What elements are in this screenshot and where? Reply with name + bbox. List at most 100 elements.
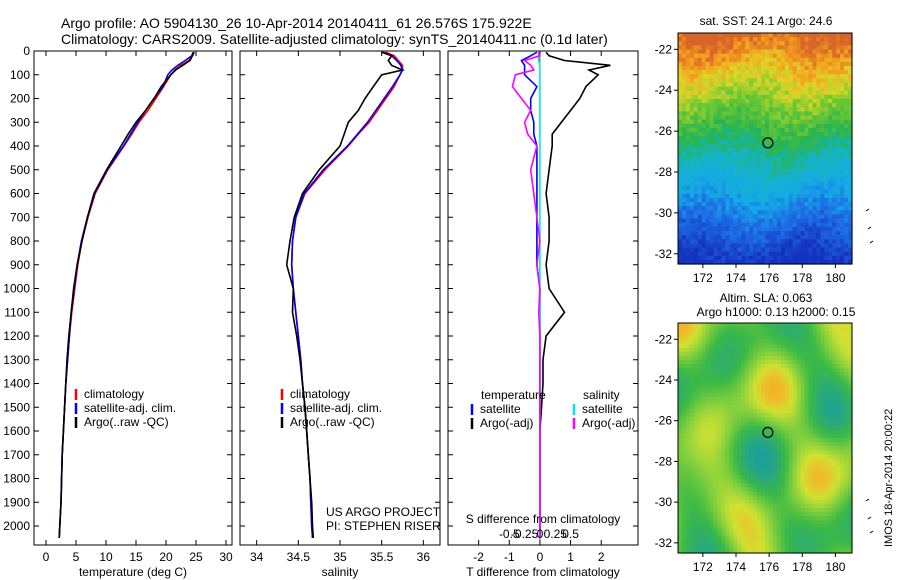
legend-label: satellite-adj. clim. <box>84 401 176 415</box>
coastline-speck <box>865 208 870 212</box>
x-tick-label: 1 <box>567 550 574 564</box>
legend-label: Argo(-adj) <box>582 416 635 430</box>
map-y-tick-label: -32 <box>655 247 673 261</box>
y-tick-label: 1300 <box>3 353 30 367</box>
sla-map-title: Altim. SLA: 0.063 <box>720 291 813 305</box>
map-x-tick-label: 178 <box>792 271 812 285</box>
x-tick-label: 35.5 <box>370 550 394 564</box>
x-tick-label: -0.25 <box>511 527 539 541</box>
series-line <box>520 51 541 538</box>
y-tick-label: 1500 <box>3 400 30 414</box>
map-y-tick-label: -28 <box>655 454 673 468</box>
x-tick-label: 5 <box>73 550 80 564</box>
float-position-marker <box>762 137 774 149</box>
legend-title: salinity <box>583 388 620 402</box>
legend-title: temperature <box>481 388 546 402</box>
y-tick-label: 1000 <box>3 282 30 296</box>
series-line <box>285 51 406 538</box>
x-tick-label: 25 <box>189 550 203 564</box>
x-tick-label: 0.5 <box>562 527 579 541</box>
legend-label: Argo(-adj) <box>480 416 533 430</box>
x-tick-label: 30 <box>219 550 233 564</box>
y-tick-label: 1600 <box>3 424 30 438</box>
map-x-tick-label: 176 <box>759 271 779 285</box>
map-x-tick-label: 176 <box>759 560 779 574</box>
map-x-tick-label: 174 <box>726 271 746 285</box>
coastline-speck <box>867 226 872 230</box>
sst-map-title: sat. SST: 24.1 Argo: 24.6 <box>700 14 833 28</box>
x-axis-label: salinity <box>322 565 359 579</box>
map-x-tick-label: 180 <box>825 271 845 285</box>
x-tick-label: 34.5 <box>287 550 311 564</box>
map-y-tick-label: -24 <box>655 373 673 387</box>
legend-label: satellite <box>582 402 623 416</box>
coastline-speck <box>867 516 872 520</box>
float-position-marker <box>762 426 774 439</box>
map-y-tick-label: -30 <box>655 495 673 509</box>
sla-map <box>678 323 853 554</box>
plot-frame-2 <box>447 50 639 546</box>
map-y-tick-label: -24 <box>655 83 673 97</box>
sst-map <box>678 33 853 265</box>
chart-title-line1: Argo profile: AO 5904130_26 10-Apr-2014 … <box>61 15 532 31</box>
x-tick-label: 34 <box>250 550 264 564</box>
y-tick-label: 2000 <box>3 519 30 533</box>
project-label: US ARGO PROJECT <box>326 505 441 519</box>
x-axis-label: temperature (deg C) <box>79 565 187 579</box>
series-line <box>58 51 195 538</box>
x-tick-label: 2 <box>598 550 605 564</box>
y-tick-label: 500 <box>10 163 30 177</box>
map-x-tick-label: 172 <box>693 271 713 285</box>
map-x-tick-label: 172 <box>693 560 713 574</box>
map-frame <box>677 32 853 265</box>
x-tick-label: 0 <box>537 527 544 541</box>
coastline-speck <box>865 498 870 502</box>
x-tick-label: -1 <box>504 550 515 564</box>
legend-label: Argo(..raw -QC) <box>84 415 169 429</box>
y-tick-label: 400 <box>10 139 30 153</box>
map-x-tick-label: 174 <box>726 560 746 574</box>
legend-label: satellite-adj. clim. <box>290 401 382 415</box>
x-tick-label: 15 <box>129 550 143 564</box>
y-tick-label: 200 <box>10 92 30 106</box>
map-y-tick-label: -28 <box>655 165 673 179</box>
map-x-tick-label: 178 <box>792 560 812 574</box>
y-tick-label: 1200 <box>3 329 30 343</box>
y-tick-label: 800 <box>10 234 30 248</box>
y-tick-label: 100 <box>10 68 30 82</box>
project-label: PI: STEPHEN RISER <box>326 519 441 533</box>
legend-label: climatology <box>84 387 144 401</box>
y-tick-label: 700 <box>10 210 30 224</box>
y-tick-label: 0 <box>23 44 30 58</box>
x-tick-label: -2 <box>473 550 484 564</box>
sla-map-subtitle: Argo h1000: 0.13 h2000: 0.15 <box>697 305 856 319</box>
x-axis-label: S difference from climatology <box>466 512 621 526</box>
map-x-tick-label: 180 <box>825 560 845 574</box>
y-tick-label: 1700 <box>3 448 30 462</box>
y-tick-label: 1100 <box>4 305 30 319</box>
y-tick-label: 600 <box>10 187 30 201</box>
series-line <box>58 51 194 538</box>
x-tick-label: 0.25 <box>544 527 568 541</box>
map-y-tick-label: -32 <box>655 536 673 550</box>
x-tick-label: 35 <box>333 550 347 564</box>
legend-label: Argo(..raw -QC) <box>290 415 375 429</box>
y-tick-label: 1400 <box>3 377 30 391</box>
x-tick-label: 0 <box>537 550 544 564</box>
y-tick-label: 1900 <box>3 495 30 509</box>
coastline-speck <box>869 240 874 244</box>
x-tick-label: 0 <box>43 550 50 564</box>
credit-label: IMOS 18-Apr-2014 20:00:22 <box>883 408 895 547</box>
legend-label: satellite <box>480 402 521 416</box>
x-tick-label: 20 <box>159 550 173 564</box>
map-frame <box>677 322 853 554</box>
series-line <box>511 51 541 538</box>
y-tick-label: 1800 <box>3 472 30 486</box>
plot-frame-1 <box>239 50 441 546</box>
map-y-tick-label: -26 <box>655 124 673 138</box>
x-tick-label: 10 <box>99 550 113 564</box>
x-tick-label: -0.5 <box>499 527 520 541</box>
map-y-tick-label: -30 <box>655 206 673 220</box>
map-y-tick-label: -26 <box>655 414 673 428</box>
